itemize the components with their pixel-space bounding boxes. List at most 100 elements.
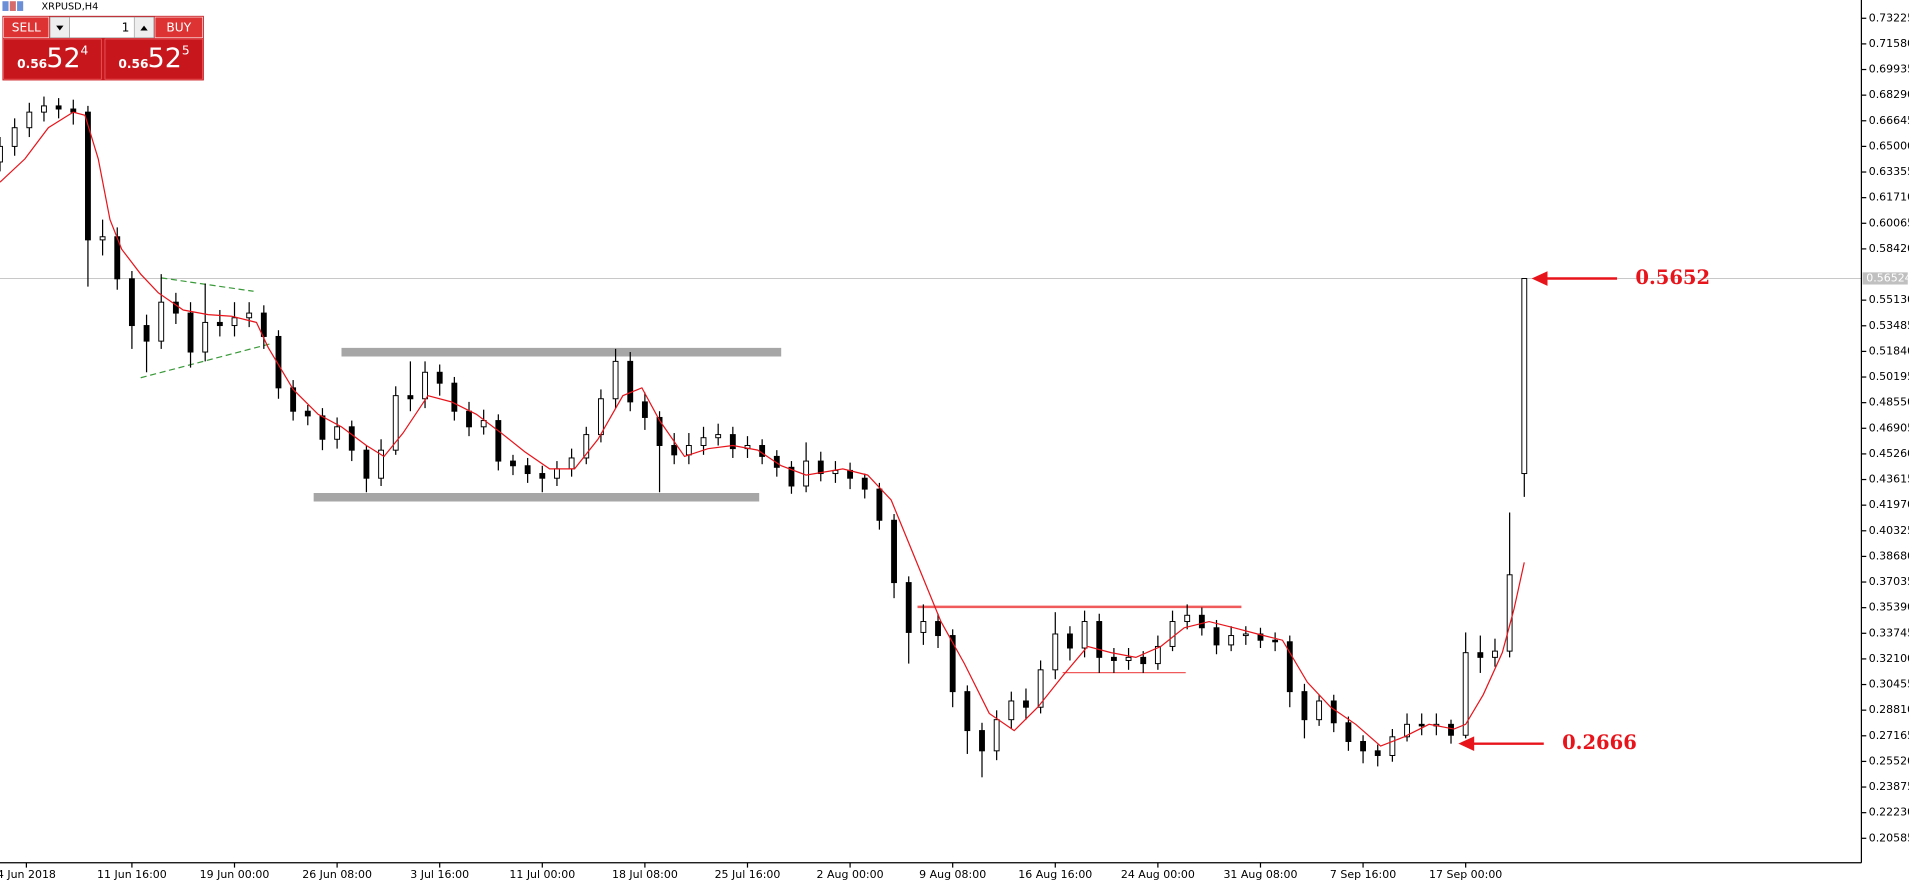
candle-body [26, 111, 33, 129]
x-tick-label: 17 Sep 00:00 [1429, 868, 1502, 881]
y-tick-label: 0.27165 [1869, 729, 1909, 742]
candle-body [1272, 639, 1279, 643]
candle-body [612, 360, 619, 400]
candle-body [729, 434, 736, 450]
candle-body [1521, 278, 1528, 475]
candle-body [172, 301, 179, 314]
candle-body [949, 635, 956, 693]
down-arrow [56, 25, 64, 31]
candle-body [158, 301, 165, 342]
candle-body [304, 410, 311, 417]
trendline [140, 343, 272, 379]
price-tag-label: 0.56524 [1866, 271, 1909, 284]
plot-area [0, 96, 1862, 778]
annotation-label: 0.5652 [1635, 266, 1710, 289]
candle-body [1067, 633, 1073, 649]
candle-body [1037, 669, 1044, 708]
candle-body [510, 460, 516, 467]
candle-body [246, 312, 253, 319]
candle-body [861, 477, 868, 490]
candle-body [1257, 633, 1264, 641]
candle-body [1492, 650, 1498, 658]
candle-body [0, 145, 3, 163]
candle-body [993, 719, 1000, 752]
bid-head: 0.56 [17, 57, 47, 71]
candle-body [1301, 691, 1308, 721]
ask-tail: 5 [182, 44, 190, 58]
x-tick-label: 18 Jul 08:00 [612, 868, 678, 881]
candle-body [41, 105, 47, 113]
candle-body [964, 691, 971, 732]
candle-body [99, 236, 106, 241]
candle-body [700, 437, 707, 446]
ask-box[interactable] [104, 38, 203, 80]
bid-box[interactable] [3, 38, 102, 80]
x-tick-label: 19 Jun 00:00 [200, 868, 270, 881]
icon [17, 1, 24, 11]
candle-body [597, 398, 604, 436]
candle-body [1052, 633, 1059, 671]
candle-body [348, 426, 355, 451]
candle-body [554, 468, 560, 479]
candle-body [671, 445, 678, 456]
y-tick-label: 0.60065 [1869, 216, 1909, 229]
y-tick-label: 0.33745 [1869, 626, 1909, 639]
x-tick-label: 16 Aug 16:00 [1018, 868, 1092, 881]
candle-body [451, 382, 458, 412]
candle-body [1404, 723, 1410, 738]
candle-body [568, 457, 575, 470]
candle-body [231, 317, 238, 327]
candle-body [817, 460, 824, 475]
candle-body [319, 415, 326, 440]
bid-tail: 4 [81, 44, 89, 58]
y-tick-label: 0.50195 [1869, 370, 1909, 383]
price-tag [1862, 272, 1908, 285]
candle-body [1125, 656, 1132, 661]
sell-button[interactable] [3, 16, 50, 39]
bid-main: 52 [46, 43, 80, 74]
x-tick-label: 11 Jun 16:00 [97, 868, 167, 881]
candle-body [128, 278, 135, 327]
sell-label[interactable]: SELL [12, 21, 41, 35]
buy-label[interactable]: BUY [166, 21, 191, 35]
candle-body [1477, 652, 1484, 658]
candle-body [202, 321, 209, 353]
candle-body [1140, 656, 1147, 665]
candle-body [1169, 621, 1176, 647]
x-tick-label: 26 Jun 08:00 [302, 868, 372, 881]
candle-body [1345, 722, 1352, 742]
candle-body [1081, 621, 1088, 649]
candle-body [275, 335, 282, 389]
candle-body [1213, 627, 1220, 646]
up-arrow [140, 25, 148, 31]
ask-main: 52 [148, 43, 182, 74]
candle-body [363, 449, 370, 479]
candle-body [334, 426, 341, 440]
candle-body [392, 395, 399, 451]
buy-button[interactable] [154, 16, 203, 39]
y-tick-label: 0.53485 [1869, 319, 1909, 332]
candle-body [1462, 652, 1469, 736]
ask-head: 0.56 [118, 57, 148, 71]
candle-body [11, 127, 18, 147]
y-tick-label: 0.23875 [1869, 780, 1909, 793]
candle-body [656, 416, 663, 446]
x-tick-label: 4 Jun 2018 [0, 868, 56, 881]
x-tick-label: 24 Aug 00:00 [1121, 868, 1195, 881]
x-tick-label: 9 Aug 08:00 [919, 868, 986, 881]
candle-body [1330, 700, 1337, 724]
y-tick-label: 0.63355 [1869, 165, 1909, 178]
icon [2, 1, 9, 11]
